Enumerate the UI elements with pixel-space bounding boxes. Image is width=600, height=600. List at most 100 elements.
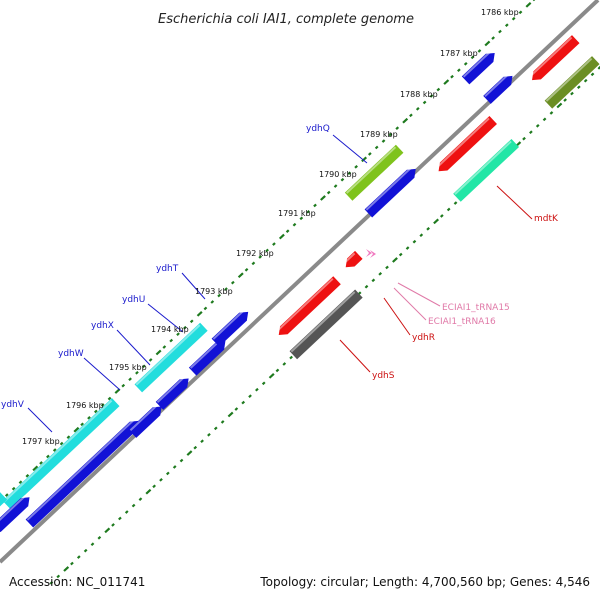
leader-trna16 xyxy=(393,287,427,321)
leader-ydhX xyxy=(116,329,151,366)
tick-dot xyxy=(165,471,170,476)
tick-dot xyxy=(255,387,259,392)
tick-dot xyxy=(364,284,369,289)
tick-dot xyxy=(49,581,54,585)
tick-dot xyxy=(90,542,95,547)
tick-dot xyxy=(39,461,43,465)
tick-dot xyxy=(237,272,244,279)
cds-mdtK-red xyxy=(435,115,497,172)
tick-dot xyxy=(405,246,410,250)
cds-ydhT-blue xyxy=(188,338,226,376)
tick-dot xyxy=(258,255,263,259)
tick-dot xyxy=(148,358,153,362)
accession-text: Accession: NC_011741 xyxy=(9,575,145,589)
tick-dot xyxy=(570,91,574,96)
tick-dot xyxy=(159,478,163,482)
map-title: Escherichia coli IAI1, complete genome xyxy=(158,12,414,27)
tick-dot xyxy=(135,370,139,375)
tick-dot xyxy=(56,574,61,579)
trna16-mark xyxy=(370,250,376,258)
tick-dot xyxy=(289,355,293,360)
cds-blue-f xyxy=(461,50,495,85)
tick-dot xyxy=(563,98,567,102)
tick-dot xyxy=(241,400,246,405)
tick-label-1786: 1786 kbp xyxy=(481,8,519,17)
cds-red-h xyxy=(529,35,580,81)
gene-label-trna16: ECIAI1_tRNA16 xyxy=(428,317,496,327)
features xyxy=(0,35,600,533)
tick-dot xyxy=(549,111,554,115)
tick-dot xyxy=(340,177,345,182)
tick-dot xyxy=(87,416,91,420)
tick-dot xyxy=(183,325,187,330)
tick-dots xyxy=(0,0,600,585)
topology-summary: Topology: circular; Length: 4,700,560 bp… xyxy=(259,575,590,589)
gene-label-ydhR: ydhR xyxy=(412,333,435,343)
tick-dot xyxy=(439,214,444,218)
tick-dot xyxy=(121,383,126,388)
tick-dot xyxy=(234,407,239,411)
tick-dot xyxy=(326,190,331,195)
tick-dot xyxy=(542,117,547,122)
tick-dot xyxy=(398,252,403,257)
tick-dot xyxy=(285,229,290,233)
leader-ydhU xyxy=(147,303,184,333)
tick-dot xyxy=(282,362,287,366)
tick-dots-outer xyxy=(0,0,536,503)
tick-label-1791: 1791 kbp xyxy=(278,209,316,218)
tick-dot xyxy=(141,364,146,369)
tick-dot xyxy=(409,113,413,118)
tick-dot xyxy=(436,87,441,92)
tick-dot xyxy=(83,548,88,553)
tick-dot xyxy=(18,480,23,485)
cds-ydhQ-green xyxy=(344,144,404,201)
tick-dot xyxy=(354,164,358,169)
tick-dot xyxy=(511,16,516,21)
tick-dot xyxy=(491,36,495,40)
leader-ydhQ xyxy=(332,134,368,164)
tick-dot xyxy=(306,210,311,214)
tick-dot xyxy=(189,319,194,324)
tick-dot xyxy=(433,218,440,225)
tick-label-1796: 1796 kbp xyxy=(66,401,104,410)
tick-dot xyxy=(230,280,235,285)
cds-blue-a xyxy=(0,495,30,533)
tick-dot xyxy=(453,201,458,205)
tick-label-1797: 1797 kbp xyxy=(22,437,60,446)
tick-dot xyxy=(374,145,379,150)
tick-dot xyxy=(525,1,532,8)
tick-label-1792: 1792 kbp xyxy=(236,249,274,258)
tick-dot xyxy=(97,535,102,540)
tick-dot xyxy=(477,49,482,53)
cds-blue-g xyxy=(483,73,513,104)
tick-dot xyxy=(265,248,269,253)
tick-dot xyxy=(371,278,376,283)
tick-label-1790: 1790 kbp xyxy=(319,170,357,179)
gene-label-ydhQ: ydhQ xyxy=(306,124,330,134)
trna15-mark xyxy=(366,249,372,257)
tick-dot xyxy=(446,207,451,212)
cds-olive-i xyxy=(544,56,600,109)
cds-blue-e xyxy=(364,166,416,218)
tick-dot xyxy=(412,239,417,244)
tick-dot xyxy=(347,171,352,176)
leader-mdtK xyxy=(496,185,533,220)
gene-label-trna15: ECIAI1_tRNA15 xyxy=(442,303,510,313)
tick-dot xyxy=(388,132,393,137)
tick-label-1789: 1789 kbp xyxy=(360,130,398,139)
tick-dot xyxy=(261,381,266,386)
tick-label-1787: 1787 kbp xyxy=(440,49,478,58)
gene-label-ydhS: ydhS xyxy=(372,371,395,381)
cds-ydhU-blue xyxy=(155,376,189,410)
tick-dot xyxy=(522,136,526,141)
tick-dot xyxy=(583,78,588,83)
gene-label-ydhT: ydhT xyxy=(156,264,179,274)
tick-dot xyxy=(463,61,468,66)
cds-ydhV-cyan xyxy=(2,398,120,509)
tick-dot xyxy=(176,332,180,336)
tick-dot xyxy=(385,265,389,270)
tick-dot xyxy=(272,242,276,246)
tick-dot xyxy=(320,195,326,201)
tick-dot xyxy=(220,420,225,424)
tick-dot xyxy=(470,55,475,60)
